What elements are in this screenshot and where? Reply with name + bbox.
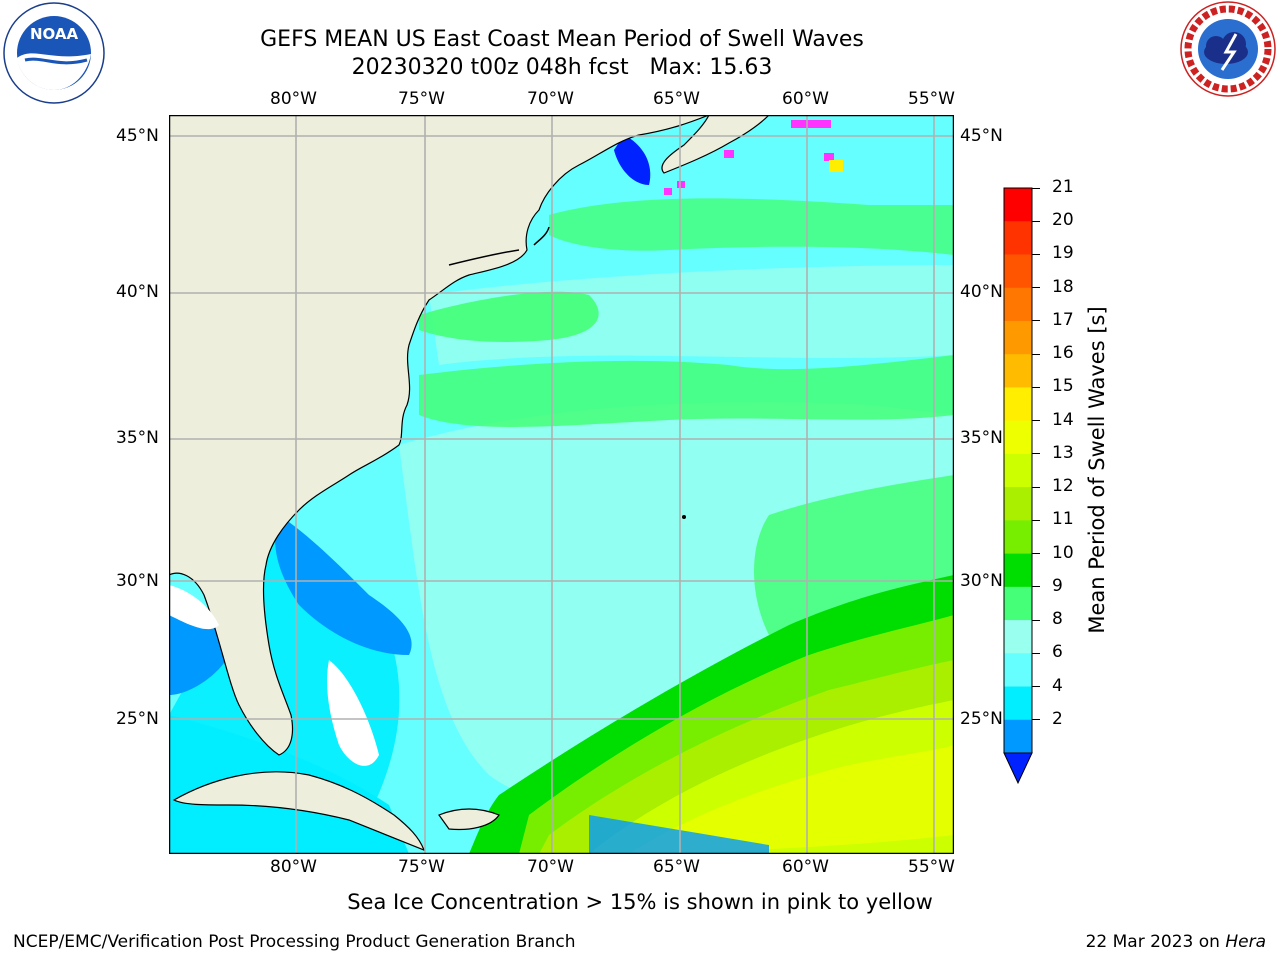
swell-period-map xyxy=(168,114,955,855)
lat-label-right-40n: 40°N xyxy=(960,282,1003,302)
chart-title: GEFS MEAN US East Coast Mean Period of S… xyxy=(260,27,864,52)
colorbar-tick-label: 14 xyxy=(1052,409,1074,430)
lon-label-bottom-80w: 80°W xyxy=(270,857,317,877)
lon-label-bottom-60w: 60°W xyxy=(782,857,829,877)
lat-label-left-40n: 40°N xyxy=(116,282,159,302)
colorbar-tick-label: 19 xyxy=(1052,243,1074,264)
colorbar-tick-label: 16 xyxy=(1052,343,1074,364)
colorbar-tick-mark xyxy=(1032,719,1040,721)
colorbar-tick-mark xyxy=(1032,586,1040,588)
colorbar-tick-mark xyxy=(1032,320,1040,322)
colorbar-tick-mark xyxy=(1032,619,1040,621)
colorbar-band xyxy=(1004,254,1032,289)
nws-logo xyxy=(1176,0,1280,100)
svg-text:NOAA: NOAA xyxy=(30,25,79,43)
graticule xyxy=(169,115,954,854)
colorbar-tick-label: 10 xyxy=(1052,542,1074,563)
lat-label-right-35n: 35°N xyxy=(960,428,1003,448)
lon-label-top-55w: 55°W xyxy=(908,89,955,109)
colorbar-band xyxy=(1004,453,1032,488)
colorbar-tick-label: 13 xyxy=(1052,442,1074,463)
colorbar-tick-mark xyxy=(1032,287,1040,289)
footer-credit: NCEP/EMC/Verification Post Processing Pr… xyxy=(13,932,576,952)
footer-date: 22 Mar 2023 on Hera xyxy=(1085,932,1266,952)
lon-label-top-80w: 80°W xyxy=(270,89,317,109)
colorbar-tick-mark xyxy=(1032,253,1040,255)
lat-label-right-45n: 45°N xyxy=(960,126,1003,146)
colorbar-tick-label: 6 xyxy=(1052,642,1063,663)
colorbar-title: Mean Period of Swell Waves [s] xyxy=(1085,306,1109,634)
colorbar-band xyxy=(1004,320,1032,355)
colorbar-tick-mark xyxy=(1032,486,1040,488)
lat-label-right-30n: 30°N xyxy=(960,571,1003,591)
chart-subtitle: 20230320 t00z 048h fcst Max: 15.63 xyxy=(351,55,773,80)
colorbar-band xyxy=(1004,686,1032,721)
lon-label-bottom-70w: 70°W xyxy=(527,857,574,877)
footer-machine: Hera xyxy=(1225,932,1266,952)
lon-label-bottom-65w: 65°W xyxy=(653,857,700,877)
colorbar-tick-mark xyxy=(1032,519,1040,521)
colorbar-band xyxy=(1004,221,1032,255)
lon-label-top-70w: 70°W xyxy=(527,89,574,109)
colorbar-band xyxy=(1004,287,1032,322)
lat-label-left-35n: 35°N xyxy=(116,428,159,448)
colorbar-outline xyxy=(1003,187,1033,754)
colorbar-band xyxy=(1004,653,1032,688)
colorbar-tick-label: 11 xyxy=(1052,509,1074,530)
lon-label-bottom-55w: 55°W xyxy=(908,857,955,877)
colorbar-tick-label: 17 xyxy=(1052,309,1074,330)
colorbar-band xyxy=(1004,188,1032,222)
colorbar-band xyxy=(1004,487,1032,521)
lon-label-top-75w: 75°W xyxy=(398,89,445,109)
north-america-land xyxy=(169,115,710,756)
lon-label-bottom-75w: 75°W xyxy=(398,857,445,877)
colorbar-tick-label: 2 xyxy=(1052,708,1063,729)
colorbar-band xyxy=(1004,420,1032,455)
lat-label-left-45n: 45°N xyxy=(116,126,159,146)
lon-label-top-60w: 60°W xyxy=(782,89,829,109)
colorbar-tick-label: 4 xyxy=(1052,675,1063,696)
colorbar-band xyxy=(1004,719,1032,754)
colorbar-tick-label: 12 xyxy=(1052,476,1074,497)
colorbar-band xyxy=(1004,387,1032,422)
colorbar-band xyxy=(1004,620,1032,654)
colorbar-band xyxy=(1004,586,1032,621)
colorbar-band xyxy=(1004,520,1032,555)
colorbar-tick-mark xyxy=(1032,386,1040,388)
colorbar-tick-label: 18 xyxy=(1052,276,1074,297)
lat-label-left-25n: 25°N xyxy=(116,709,159,729)
colorbar-tick-mark xyxy=(1032,652,1040,654)
colorbar-band xyxy=(1004,553,1032,588)
colorbar-tick-mark xyxy=(1032,187,1040,189)
colorbar-tick-label: 15 xyxy=(1052,376,1074,397)
hispaniola-land xyxy=(438,808,500,831)
colorbar-tick-label: 8 xyxy=(1052,609,1063,630)
lat-label-right-25n: 25°N xyxy=(960,709,1003,729)
colorbar-tick-mark xyxy=(1032,686,1040,688)
colorbar-tick-label: 21 xyxy=(1052,177,1074,197)
colorbar-tick-mark xyxy=(1032,420,1040,422)
colorbar-tick-label: 9 xyxy=(1052,575,1063,596)
colorbar-tick-mark xyxy=(1032,453,1040,455)
colorbar-band xyxy=(1004,354,1032,388)
sea-ice-note: Sea Ice Concentration > 15% is shown in … xyxy=(347,890,933,914)
noaa-logo: NOAA xyxy=(3,2,105,104)
colorbar-extend-arrow xyxy=(1003,752,1033,785)
cuba-land xyxy=(172,771,426,852)
colorbar xyxy=(1000,185,1040,785)
nova-scotia-land xyxy=(661,115,770,174)
lat-label-left-30n: 30°N xyxy=(116,571,159,591)
colorbar-tick-mark xyxy=(1032,220,1040,222)
colorbar-tick-label: 20 xyxy=(1052,210,1074,231)
lon-label-top-65w: 65°W xyxy=(653,89,700,109)
colorbar-tick-mark xyxy=(1032,553,1040,555)
colorbar-tick-mark xyxy=(1032,353,1040,355)
